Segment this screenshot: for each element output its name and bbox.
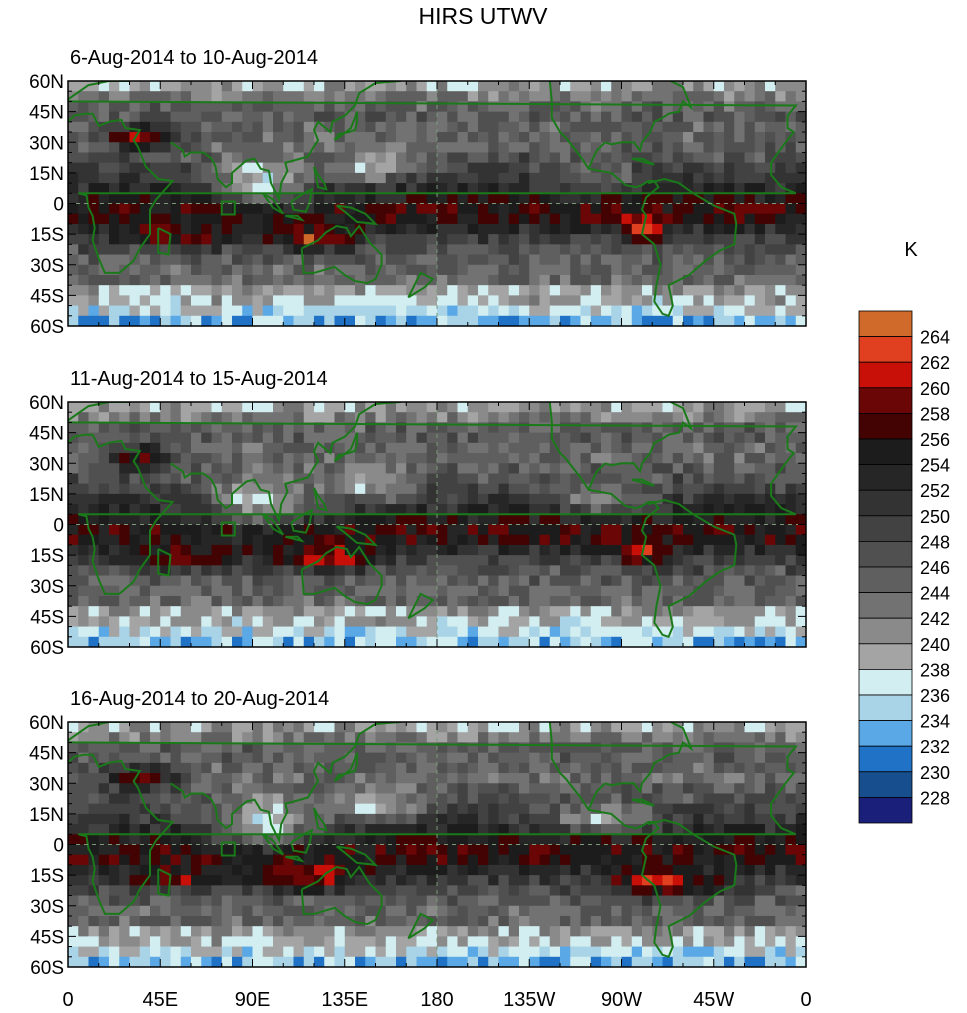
colorbar-label: 236 <box>920 686 950 706</box>
colorbar-label: 244 <box>920 584 950 604</box>
figure-title: HIRS UTWV <box>418 3 548 29</box>
longitude-label: 45W <box>693 989 734 1011</box>
latitude-label: 60S <box>30 317 64 338</box>
colorbar-swatch <box>858 797 913 824</box>
latitude-label: 30S <box>30 897 64 918</box>
utwv-field <box>68 402 806 647</box>
colorbar-swatch <box>858 438 913 466</box>
latitude-label: 0 <box>53 836 64 857</box>
panels: 60N 45N 30N 15N 0 15S 30S 45S 60S 6-Aug-2014 to 1… <box>29 47 807 979</box>
latitude-label: 45S <box>30 607 64 628</box>
latitude-label: 60S <box>30 958 64 979</box>
colorbar-label: 230 <box>920 763 950 783</box>
colorbar-label: 242 <box>920 609 950 629</box>
latitude-label: 30S <box>30 256 64 277</box>
latitude-label: 30N <box>29 454 64 475</box>
colorbar-swatch <box>858 412 913 440</box>
longitude-label: 0 <box>800 989 811 1011</box>
latitude-label: 15N <box>29 805 64 826</box>
latitude-label: 45N <box>29 103 64 124</box>
latitude-label: 30N <box>29 133 64 154</box>
colorbar-swatch <box>858 310 913 338</box>
latitude-label: 30S <box>30 577 64 598</box>
longitude-label: 180 <box>420 989 453 1011</box>
panel-subtitle: 11-Aug-2014 to 15-Aug-2014 <box>70 368 328 390</box>
latitude-label: 60S <box>30 638 64 659</box>
latitude-label: 45S <box>30 286 64 307</box>
colorbar-label: 264 <box>920 328 950 348</box>
colorbar-swatch <box>858 592 913 619</box>
colorbar-label: 248 <box>920 532 950 552</box>
latitude-label: 45N <box>29 744 64 765</box>
latitude-label: 30N <box>29 774 64 795</box>
colorbar-swatch <box>858 387 913 414</box>
colorbar-label: 250 <box>920 507 950 527</box>
colorbar-swatch <box>858 336 913 363</box>
latitude-label: 60N <box>29 393 64 414</box>
latitude-label: 15S <box>30 546 64 567</box>
colorbar-label: 240 <box>920 635 950 655</box>
latitude-label: 0 <box>53 195 64 216</box>
latitude-label: 0 <box>53 516 64 537</box>
colorbar-swatch <box>858 745 913 773</box>
longitude-label: 0 <box>62 989 73 1011</box>
colorbar: 264 262 260 258 256 254 252 250 248 246 244 242 240 2… <box>858 310 950 824</box>
region-box <box>220 841 236 857</box>
colorbar-swatch <box>858 361 913 389</box>
colorbar-label: 238 <box>920 660 950 680</box>
latitude-label: 60N <box>29 713 64 734</box>
panel-subtitle: 6-Aug-2014 to 10-Aug-2014 <box>70 47 318 69</box>
colorbar-swatch <box>858 566 913 594</box>
colorbar-swatch <box>858 464 913 491</box>
colorbar-swatch <box>858 643 913 670</box>
region-box <box>220 200 236 216</box>
colorbar-label: 256 <box>920 430 950 450</box>
utwv-field <box>68 722 806 967</box>
latitude-label: 15N <box>29 164 64 185</box>
latitude-label: 15N <box>29 485 64 506</box>
region-box <box>220 521 236 537</box>
colorbar-label: 234 <box>920 712 950 732</box>
colorbar-label: 258 <box>920 404 950 424</box>
colorbar-label: 232 <box>920 737 950 757</box>
colorbar-swatch <box>858 489 913 517</box>
longitude-label: 135W <box>503 989 555 1011</box>
latitude-label: 15S <box>30 866 64 887</box>
coastlines <box>68 402 798 639</box>
utwv-field <box>68 81 806 326</box>
map-panel: 60N 45N 30N 15N 0 15S 30S 45S 60S 6-Aug-2014 to 1… <box>29 47 807 338</box>
colorbar-units: K <box>904 239 918 261</box>
colorbar-swatch <box>858 669 913 696</box>
colorbar-swatch <box>858 515 913 542</box>
panel-subtitle: 16-Aug-2014 to 20-Aug-2014 <box>70 688 329 710</box>
map-panel: 60N 45N 30N 15N 0 15S 30S 45S 60S 11-Aug-2014 to … <box>29 368 807 659</box>
longitude-label: 135E <box>321 989 368 1011</box>
longitude-axis: 0 45E 90E 135E 180 135W 90W 45W 0 <box>62 989 811 1011</box>
colorbar-swatch <box>858 720 913 747</box>
colorbar-swatch <box>858 694 913 722</box>
colorbar-swatch <box>858 771 913 798</box>
latitude-label: 45N <box>29 424 64 445</box>
colorbar-label: 260 <box>920 379 950 399</box>
colorbar-label: 254 <box>920 456 950 476</box>
longitude-label: 90W <box>601 989 642 1011</box>
colorbar-label: 246 <box>920 558 950 578</box>
coastlines <box>68 722 798 959</box>
colorbar-swatch <box>858 617 913 645</box>
map-panel: 60N 45N 30N 15N 0 15S 30S 45S 60S 16-Aug-2014 to … <box>29 688 807 979</box>
latitude-label: 15S <box>30 225 64 246</box>
longitude-label: 90E <box>235 989 271 1011</box>
colorbar-label: 262 <box>920 353 950 373</box>
coastlines <box>68 81 798 318</box>
latitude-label: 60N <box>29 72 64 93</box>
colorbar-label: 228 <box>920 788 950 808</box>
latitude-label: 45S <box>30 927 64 948</box>
colorbar-swatch <box>858 541 913 568</box>
colorbar-label: 252 <box>920 481 950 501</box>
longitude-label: 45E <box>142 989 178 1011</box>
